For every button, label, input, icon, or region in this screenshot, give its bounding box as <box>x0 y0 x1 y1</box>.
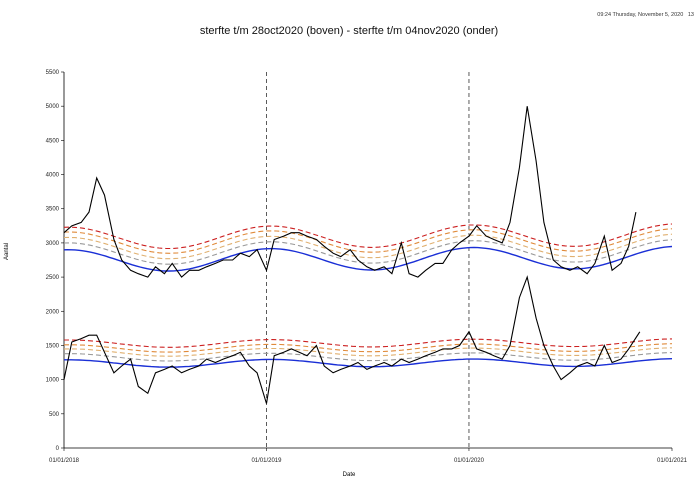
upper-band-line <box>63 223 673 250</box>
y-tick-label: 4500 <box>46 138 60 144</box>
y-tick-label: 0 <box>56 446 60 452</box>
y-tick-label: 3000 <box>46 241 60 247</box>
lower-band-line <box>64 347 673 357</box>
lower-observed-line <box>63 275 641 404</box>
y-tick-label: 500 <box>49 412 60 418</box>
y-tick-label: 5500 <box>46 70 60 76</box>
lower-band-line <box>64 343 673 353</box>
upper-band-line <box>63 228 673 254</box>
y-tick-label: 3500 <box>46 207 60 213</box>
x-tick-label: 01/01/2018 <box>49 458 80 464</box>
upper-band-line <box>63 233 673 260</box>
y-tick-label: 4000 <box>46 173 60 179</box>
upper-observed-line <box>63 106 637 278</box>
x-tick-label: 01/01/2019 <box>251 458 282 464</box>
x-tick-label: 01/01/2020 <box>454 458 485 464</box>
lower-band-line <box>64 338 673 348</box>
lower-baseline-line <box>64 358 673 368</box>
y-tick-label: 1000 <box>46 378 60 384</box>
y-tick-label: 2000 <box>46 309 60 315</box>
timestamp: 09:24 Thursday, November 5, 2020 13 <box>597 12 694 18</box>
x-tick-label: 01/01/2021 <box>657 458 688 464</box>
upper-baseline-line <box>63 245 673 272</box>
y-tick-label: 2500 <box>46 275 60 281</box>
chart-title: sterfte t/m 28oct2020 (boven) - sterfte … <box>199 25 499 37</box>
upper-band-line <box>63 239 673 265</box>
y-tick-label: 5000 <box>46 104 60 110</box>
lower-band-line <box>64 352 672 362</box>
x-axis-label: Date <box>342 472 356 478</box>
y-tick-label: 1500 <box>46 343 60 349</box>
